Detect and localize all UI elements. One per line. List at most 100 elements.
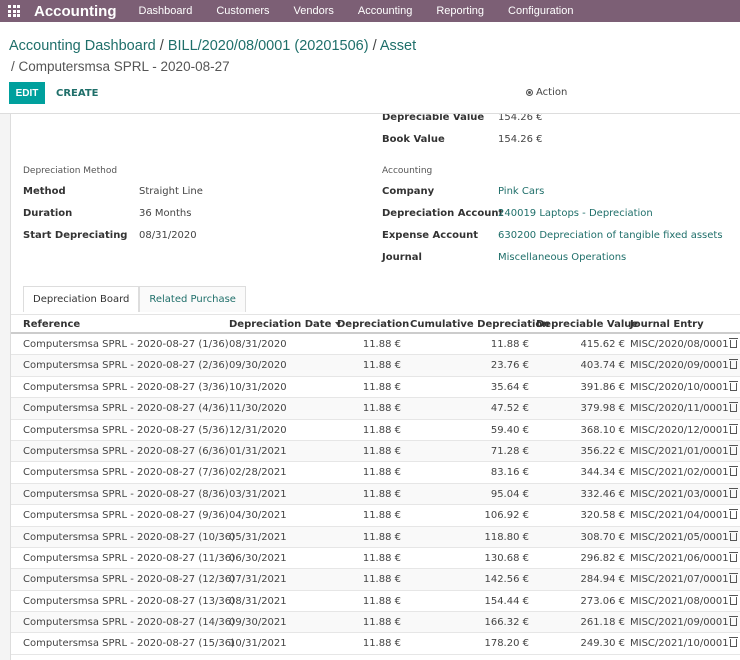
header-cumulative-depreciation[interactable]: Cumulative Depreciation [410, 319, 550, 330]
cell-reference: Computersmsa SPRL - 2020-08-27 (9/36) [23, 510, 229, 522]
breadcrumb-bill[interactable]: BILL/2020/08/0001 (20201506) [167, 38, 369, 54]
cell-cumulative: 118.80 € [484, 531, 529, 543]
breadcrumb-separator: / [372, 38, 380, 54]
nav-accounting[interactable]: Accounting [357, 5, 413, 17]
table-row[interactable]: Computersmsa SPRL - 2020-08-27 (9/36) 04/… [11, 505, 740, 527]
cell-cumulative: 178.20 € [484, 638, 529, 650]
tab-depreciation-board[interactable]: Depreciation Board [23, 286, 140, 312]
table-row[interactable]: Computersmsa SPRL - 2020-08-27 (7/36) 02/… [11, 462, 740, 484]
cell-cumulative: 83.16 € [490, 467, 529, 479]
trash-icon[interactable] [729, 509, 738, 520]
breadcrumb-asset[interactable]: Asset [379, 38, 417, 54]
header-reference[interactable]: Reference [23, 319, 81, 330]
cell-reference: Computersmsa SPRL - 2020-08-27 (11/36) [23, 552, 235, 564]
depreciable-value-label: Depreciable Value [382, 114, 485, 123]
nav-configuration[interactable]: Configuration [508, 5, 574, 17]
cell-depreciation: 11.88 € [362, 467, 401, 479]
trash-icon[interactable] [729, 423, 738, 434]
header-depreciation[interactable]: Depreciation [337, 319, 410, 330]
cell-date: 01/31/2021 [229, 445, 287, 457]
trash-icon[interactable] [729, 338, 738, 348]
form-sheet: Depreciable Value 154.26 € Book Value 15… [10, 114, 740, 660]
trash-icon[interactable] [729, 466, 738, 477]
nav-reporting[interactable]: Reporting [436, 5, 485, 17]
nav-customers[interactable]: Customers [216, 5, 270, 17]
cell-cumulative: 23.76 € [490, 360, 529, 372]
depreciation-account-link[interactable]: 240019 Laptops - Depreciation [498, 208, 653, 219]
action-menu[interactable]: Action [526, 87, 567, 98]
table-row[interactable]: Computersmsa SPRL - 2020-08-27 (13/36) 08… [11, 591, 740, 613]
header-depreciation-date[interactable]: Depreciation Date [229, 319, 342, 330]
table-row[interactable]: Computersmsa SPRL - 2020-08-27 (6/36) 01/… [11, 440, 740, 463]
cell-date: 06/30/2021 [229, 552, 287, 564]
breadcrumb-dashboard[interactable]: Accounting Dashboard [9, 38, 156, 54]
cell-reference: Computersmsa SPRL - 2020-08-27 (1/36) [23, 339, 229, 350]
cell-depreciation: 11.88 € [362, 617, 401, 629]
create-button[interactable]: CREATE [56, 87, 99, 99]
depreciation-method-title: Depreciation Method [23, 166, 118, 176]
cell-date: 10/31/2020 [229, 381, 287, 393]
table-row[interactable]: Computersmsa SPRL - 2020-08-27 (4/36) 11/… [11, 398, 740, 420]
cell-cumulative: 71.28 € [490, 445, 529, 457]
cell-cumulative: 47.52 € [490, 403, 529, 415]
duration-value: 36 Months [139, 208, 191, 219]
method-label: Method [23, 186, 66, 197]
app-brand[interactable]: Accounting [34, 2, 117, 20]
table-row[interactable]: Computersmsa SPRL - 2020-08-27 (3/36) 10/… [11, 377, 740, 399]
trash-icon[interactable] [729, 359, 738, 370]
cell-date: 08/31/2020 [229, 339, 287, 350]
cell-depreciable-value: 332.46 € [580, 488, 625, 500]
cell-date: 12/31/2020 [229, 424, 287, 436]
gear-icon [526, 89, 533, 96]
edit-button[interactable]: EDIT [9, 82, 45, 104]
table-row[interactable]: Computersmsa SPRL - 2020-08-27 (10/36) 05… [11, 526, 740, 548]
header-journal-entry[interactable]: Journal Entry [630, 319, 704, 330]
cell-cumulative: 130.68 € [484, 552, 529, 564]
trash-icon[interactable] [729, 487, 738, 498]
trash-icon[interactable] [729, 402, 738, 413]
action-label: Action [536, 87, 568, 98]
cell-depreciation: 11.88 € [362, 445, 401, 457]
company-link[interactable]: Pink Cars [498, 186, 545, 197]
cell-depreciable-value: 308.70 € [580, 531, 625, 543]
nav-vendors[interactable]: Vendors [293, 5, 334, 17]
tab-related-purchase[interactable]: Related Purchase [139, 286, 246, 312]
depreciation-table: Reference Depreciation Date Depreciation… [11, 314, 740, 655]
cell-reference: Computersmsa SPRL - 2020-08-27 (14/36) [23, 617, 235, 629]
trash-icon[interactable] [729, 380, 738, 391]
trash-icon[interactable] [729, 444, 738, 455]
trash-icon[interactable] [729, 573, 738, 584]
table-row[interactable]: Computersmsa SPRL - 2020-08-27 (2/36) 09/… [11, 355, 740, 377]
trash-icon[interactable] [729, 637, 738, 648]
table-row[interactable]: Computersmsa SPRL - 2020-08-27 (5/36) 12/… [11, 420, 740, 441]
cell-cumulative: 35.64 € [490, 381, 529, 393]
table-row[interactable]: Computersmsa SPRL - 2020-08-27 (12/36) 07… [11, 569, 740, 591]
cell-depreciation: 11.88 € [362, 381, 401, 393]
journal-link[interactable]: Miscellaneous Operations [498, 252, 627, 263]
table-row[interactable]: Computersmsa SPRL - 2020-08-27 (11/36) 06… [11, 548, 740, 570]
cell-cumulative: 59.40 € [490, 424, 529, 436]
top-navbar: Accounting Dashboard Customers Vendors A… [0, 0, 740, 22]
nav-dashboard[interactable]: Dashboard [138, 5, 193, 17]
cell-journal-entry: MISC/2021/09/0001 [630, 617, 729, 629]
table-row[interactable]: Computersmsa SPRL - 2020-08-27 (1/36) 08/… [11, 334, 740, 356]
expense-account-link[interactable]: 630200 Depreciation of tangible fixed as… [498, 230, 723, 241]
table-row[interactable]: Computersmsa SPRL - 2020-08-27 (14/36) 09… [11, 612, 740, 634]
trash-icon[interactable] [729, 594, 738, 605]
table-row[interactable]: Computersmsa SPRL - 2020-08-27 (15/36) 10… [11, 633, 740, 655]
apps-grid-icon[interactable] [8, 4, 22, 18]
cell-depreciation: 11.88 € [362, 574, 401, 586]
trash-icon[interactable] [729, 616, 738, 627]
depreciable-value: 154.26 € [498, 114, 543, 123]
caret-down-icon [335, 322, 342, 326]
cell-date: 11/30/2020 [229, 403, 287, 415]
cell-journal-entry: MISC/2021/06/0001 [630, 552, 729, 564]
cell-cumulative: 106.92 € [484, 510, 529, 522]
start-depreciating-label: Start Depreciating [23, 230, 128, 241]
table-row[interactable]: Computersmsa SPRL - 2020-08-27 (8/36) 03/… [11, 483, 740, 506]
header-depreciable-value[interactable]: Depreciable Value [536, 319, 639, 330]
company-label: Company [382, 186, 435, 197]
notebook-tabs: Depreciation Board Related Purchase [23, 286, 246, 312]
trash-icon[interactable] [729, 551, 738, 562]
trash-icon[interactable] [729, 530, 738, 541]
